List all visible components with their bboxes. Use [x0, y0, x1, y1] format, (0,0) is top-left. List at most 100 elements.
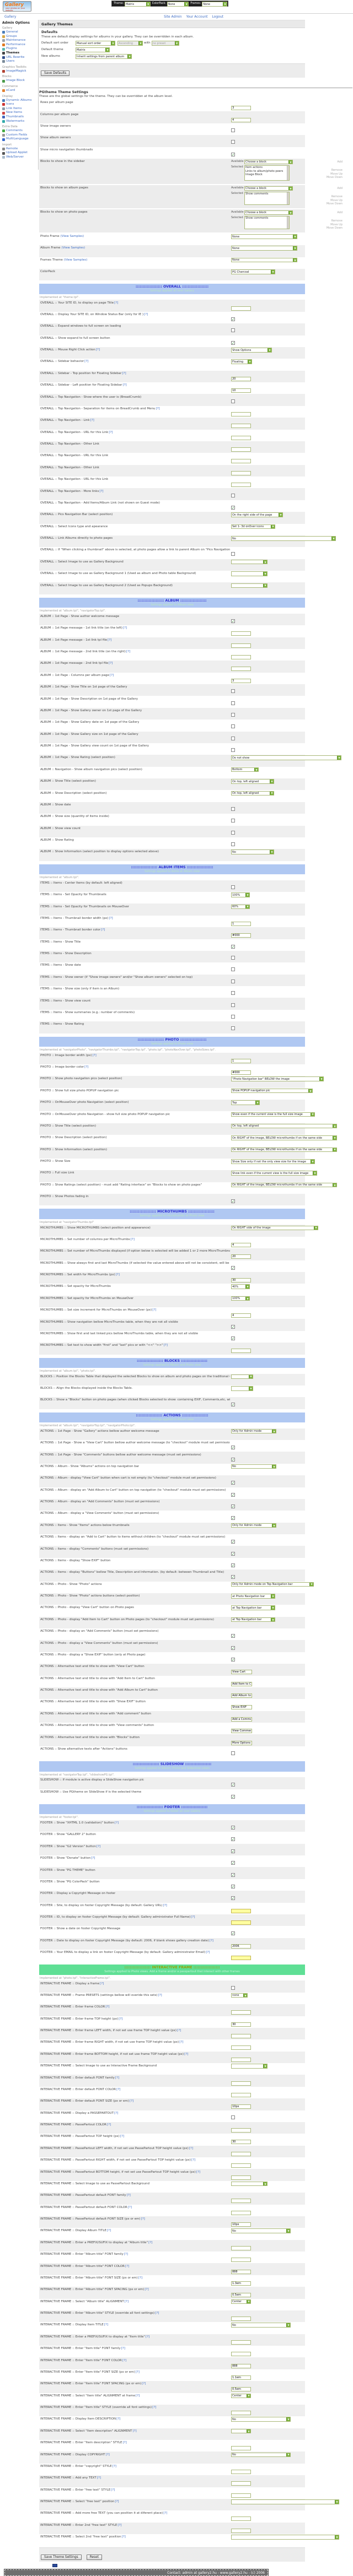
- select[interactable]: PG Charcoal ▼: [231, 269, 275, 274]
- text-input[interactable]: [231, 631, 251, 636]
- tab-roundcorners[interactable]: RoundCorners: [245, 88, 268, 89]
- help-link[interactable]: [?]: [90, 419, 94, 423]
- help-link[interactable]: [?]: [122, 2441, 127, 2445]
- help-link[interactable]: [?]: [111, 2488, 115, 2492]
- tab-ajaxian[interactable]: Ajaxian: [39, 88, 53, 89]
- checkbox[interactable]: [231, 956, 235, 960]
- tab-classic[interactable]: Classic: [67, 88, 81, 89]
- help-link[interactable]: [?]: [163, 1344, 168, 1347]
- select[interactable]: at Top Navigation bar ▼: [231, 1617, 275, 1622]
- select[interactable]: Only for Admin mode ▼: [231, 1523, 276, 1528]
- help-link[interactable]: [?]: [126, 650, 131, 654]
- text-input[interactable]: [231, 1944, 251, 1949]
- list-item[interactable]: Image Block: [245, 173, 263, 177]
- text-input[interactable]: [231, 2411, 251, 2416]
- help-link[interactable]: [?]: [108, 638, 112, 642]
- sidebar-item-web-server[interactable]: Web/Server: [2, 155, 38, 160]
- text-input[interactable]: [231, 2081, 251, 2086]
- select[interactable]: Center ▼: [231, 2299, 251, 2304]
- help-link[interactable]: [?]: [142, 2382, 146, 2386]
- text-input[interactable]: [231, 1070, 251, 1075]
- text-input[interactable]: [231, 2340, 251, 2345]
- tab-fluid[interactable]: Fluid: [136, 88, 146, 89]
- select[interactable]: 60% ▼: [231, 904, 250, 910]
- help-link[interactable]: [?]: [97, 2476, 101, 2480]
- text-input[interactable]: [231, 667, 251, 672]
- sidebar-item-users[interactable]: Users: [2, 59, 38, 64]
- checkbox[interactable]: [231, 689, 235, 694]
- select[interactable]: None ▼: [231, 257, 297, 263]
- select[interactable]: Bottom ▼: [231, 767, 259, 772]
- select[interactable]: Show even if the current view is the ful…: [231, 1112, 315, 1117]
- help-link[interactable]: [?]: [125, 2264, 130, 2268]
- checkbox[interactable]: ✓: [231, 1849, 235, 1854]
- text-input[interactable]: [231, 2057, 251, 2062]
- text-input[interactable]: [231, 1058, 251, 1063]
- help-link[interactable]: [?]: [84, 1065, 89, 1069]
- checkbox[interactable]: [231, 736, 235, 740]
- text-input[interactable]: [231, 376, 251, 381]
- help-link[interactable]: [?]: [152, 1308, 157, 1312]
- sidebar-item-groups[interactable]: Groups: [2, 35, 38, 39]
- select[interactable]: None ▼: [231, 246, 297, 251]
- checkbox[interactable]: [231, 128, 235, 132]
- sidebar-item-thumbnails[interactable]: Thumbnails: [2, 115, 38, 120]
- text-input[interactable]: [231, 2151, 251, 2156]
- text-input[interactable]: [231, 1278, 251, 1283]
- text-input[interactable]: [231, 2245, 251, 2250]
- scrollbar[interactable]: [287, 192, 289, 205]
- text-input[interactable]: [231, 447, 251, 452]
- list-item[interactable]: Show comments: [245, 192, 269, 196]
- help-link[interactable]: [?]: [109, 916, 113, 920]
- help-link[interactable]: [?]: [121, 2535, 126, 2539]
- select[interactable]: 100% ▼: [231, 1296, 250, 1301]
- checkbox[interactable]: [231, 830, 235, 835]
- checkbox[interactable]: ✓: [231, 1884, 235, 1889]
- text-input[interactable]: [231, 1693, 252, 1698]
- checkbox[interactable]: [231, 2115, 235, 2119]
- checkbox[interactable]: [231, 819, 235, 823]
- text-input[interactable]: [231, 2281, 251, 2286]
- select[interactable]: "Photo Navigation bar" BELOW the image ▼: [231, 1076, 324, 1081]
- remove-block-link[interactable]: Remove: [331, 169, 343, 172]
- tab-g1[interactable]: G1: [161, 88, 169, 89]
- move-up-link[interactable]: Move Up: [330, 223, 343, 226]
- help-link[interactable]: [?]: [122, 2358, 127, 2362]
- checkbox[interactable]: ✓: [231, 1634, 235, 1639]
- text-input[interactable]: [231, 117, 251, 122]
- checkbox[interactable]: [231, 724, 235, 729]
- checkbox[interactable]: [231, 701, 235, 705]
- gallery-logo[interactable]: Gallery your photos on your website: [3, 1, 31, 12]
- text-input[interactable]: [231, 2222, 251, 2227]
- select[interactable]: ▼: [231, 2499, 339, 2504]
- add-block-link[interactable]: Add: [337, 186, 343, 190]
- text-input[interactable]: [231, 1313, 251, 1318]
- checkbox[interactable]: ✓: [231, 1931, 235, 1936]
- tab-copyleft[interactable]: Copyleft: [81, 88, 96, 89]
- text-input[interactable]: [231, 2517, 251, 2521]
- text-input[interactable]: [231, 1920, 251, 1925]
- select[interactable]: ▼: [231, 583, 268, 588]
- checkbox[interactable]: ✓: [231, 340, 235, 345]
- text-input[interactable]: [231, 2010, 251, 2015]
- help-link[interactable]: [?]: [112, 2464, 116, 2468]
- checkbox[interactable]: ✓: [231, 1540, 235, 1545]
- remove-block-link[interactable]: Remove: [331, 195, 343, 199]
- help-link[interactable]: [?]: [152, 2406, 157, 2410]
- checkbox[interactable]: ✓: [231, 1446, 235, 1451]
- view-samples-link[interactable]: (View Samples): [61, 246, 85, 250]
- text-input[interactable]: [231, 2199, 251, 2204]
- choose-block-select[interactable]: Choose a block ▼: [244, 186, 293, 191]
- checkbox[interactable]: ✓: [231, 1481, 235, 1486]
- help-link[interactable]: [?]: [100, 1982, 104, 1985]
- help-link[interactable]: [?]: [124, 2299, 129, 2303]
- select[interactable]: No ▼: [231, 2452, 291, 2458]
- checkbox[interactable]: [231, 1751, 235, 1755]
- checkbox[interactable]: [231, 885, 235, 889]
- select[interactable]: On RIGHT side of the image ▼: [231, 1225, 318, 1231]
- sidebar-item-performance[interactable]: Performance: [2, 43, 38, 47]
- list-item[interactable]: Item actions: [245, 166, 263, 170]
- select[interactable]: On RIGHT of the image, BELOW microthumbs…: [231, 1147, 337, 1152]
- save-theme-settings-button[interactable]: Save Theme Settings: [41, 2555, 82, 2561]
- checkbox[interactable]: ✓: [231, 1873, 235, 1877]
